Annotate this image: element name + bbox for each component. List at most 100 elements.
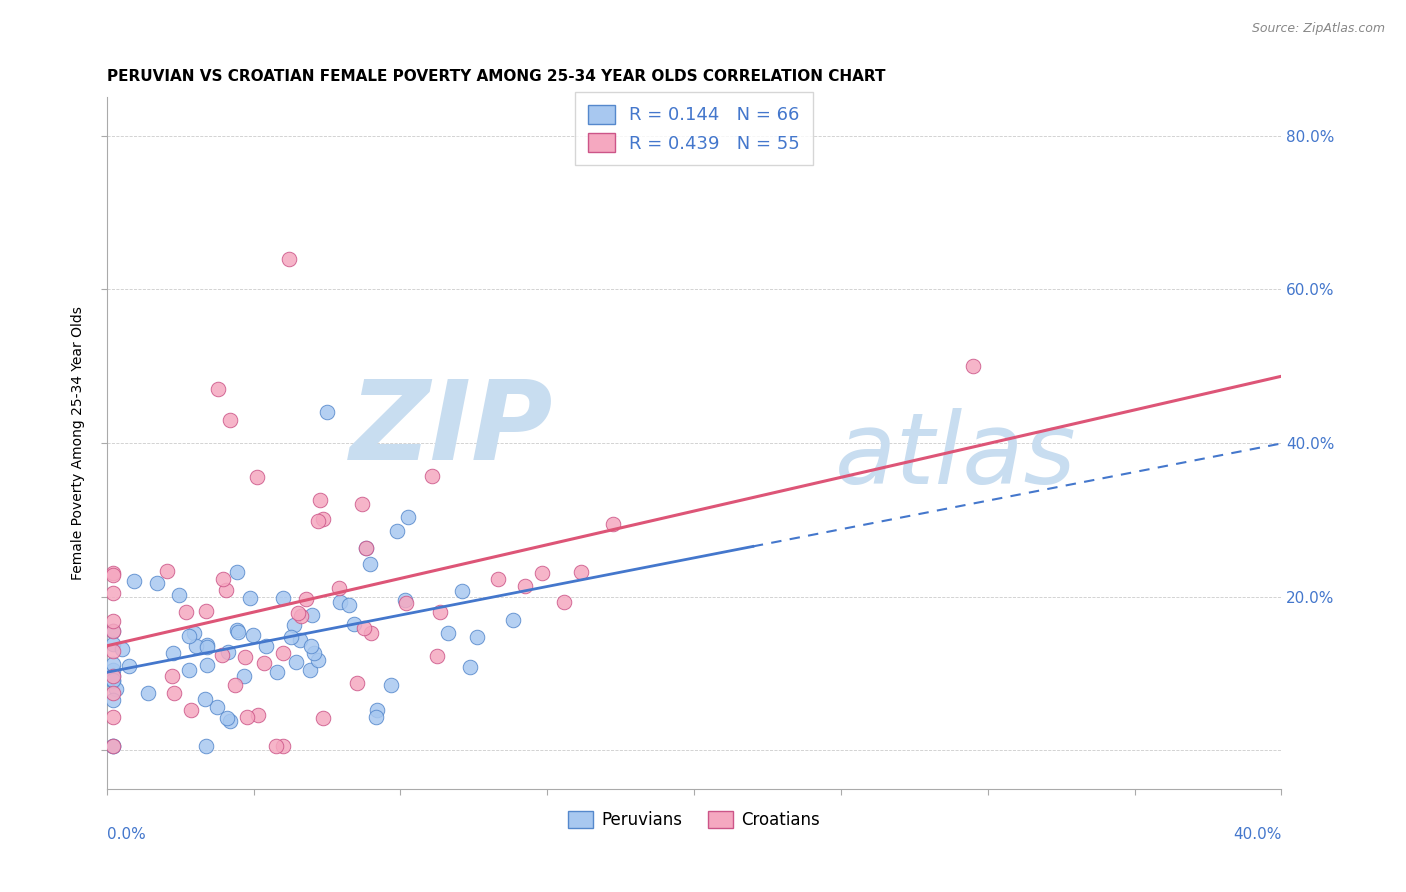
Point	[146, 576, 169, 591]
Point	[101, 643, 124, 657]
Point	[162, 669, 184, 683]
Point	[277, 252, 299, 266]
Point	[101, 739, 124, 754]
Point	[156, 565, 179, 579]
Point	[207, 700, 229, 714]
Point	[394, 593, 416, 607]
Point	[465, 630, 488, 644]
Point	[186, 639, 208, 653]
Point	[395, 596, 418, 610]
Point	[194, 691, 217, 706]
Point	[212, 572, 235, 586]
Point	[101, 674, 124, 689]
Point	[458, 660, 481, 674]
Point	[569, 565, 592, 579]
Point	[219, 413, 242, 427]
Point	[531, 566, 554, 580]
Legend: Peruvians, Croatians: Peruvians, Croatians	[562, 804, 827, 836]
Point	[294, 592, 316, 607]
Point	[396, 510, 419, 524]
Point	[177, 663, 200, 677]
Point	[356, 541, 378, 555]
Point	[337, 598, 360, 612]
Point	[353, 621, 375, 635]
Point	[194, 604, 217, 618]
Point	[162, 646, 184, 660]
Point	[307, 653, 329, 667]
Point	[101, 669, 124, 683]
Point	[280, 630, 302, 644]
Point	[429, 605, 451, 619]
Point	[360, 626, 382, 640]
Point	[346, 675, 368, 690]
Point	[962, 359, 984, 373]
Point	[211, 648, 233, 662]
Point	[451, 583, 474, 598]
Point	[101, 566, 124, 580]
Point	[228, 624, 250, 639]
Point	[226, 565, 249, 579]
Point	[426, 648, 449, 663]
Point	[486, 572, 509, 586]
Point	[271, 591, 294, 605]
Point	[101, 624, 124, 639]
Point	[553, 595, 575, 609]
Point	[312, 512, 335, 526]
Point	[174, 605, 197, 619]
Point	[101, 739, 124, 754]
Point	[350, 497, 373, 511]
Text: 40.0%: 40.0%	[1233, 827, 1281, 841]
Point	[354, 541, 377, 555]
Point	[195, 657, 218, 672]
Point	[207, 382, 229, 396]
Text: PERUVIAN VS CROATIAN FEMALE POVERTY AMONG 25-34 YEAR OLDS CORRELATION CHART: PERUVIAN VS CROATIAN FEMALE POVERTY AMON…	[107, 69, 886, 84]
Point	[177, 629, 200, 643]
Point	[309, 493, 332, 508]
Point	[215, 582, 238, 597]
Point	[364, 710, 387, 724]
Point	[385, 524, 408, 538]
Point	[366, 703, 388, 717]
Point	[167, 588, 190, 602]
Point	[233, 649, 256, 664]
Point	[301, 608, 323, 623]
Text: ZIP: ZIP	[350, 376, 553, 483]
Point	[195, 639, 218, 653]
Point	[515, 579, 537, 593]
Point	[256, 640, 278, 654]
Text: 0.0%: 0.0%	[107, 827, 145, 841]
Point	[101, 686, 124, 700]
Point	[380, 678, 402, 692]
Point	[502, 613, 524, 627]
Point	[290, 633, 312, 648]
Point	[242, 627, 264, 641]
Point	[302, 647, 325, 661]
Point	[602, 517, 624, 532]
Point	[101, 663, 124, 677]
Point	[180, 703, 202, 717]
Point	[422, 468, 444, 483]
Point	[101, 586, 124, 600]
Point	[245, 470, 267, 484]
Point	[101, 624, 124, 638]
Point	[101, 614, 124, 628]
Point	[252, 657, 274, 671]
Point	[290, 608, 312, 623]
Point	[197, 640, 219, 654]
Point	[271, 646, 294, 660]
Point	[316, 405, 339, 419]
Point	[343, 616, 366, 631]
Point	[224, 678, 246, 692]
Point	[217, 711, 239, 725]
Point	[218, 714, 240, 728]
Point	[287, 606, 309, 620]
Point	[307, 514, 329, 528]
Point	[101, 710, 124, 724]
Point	[266, 665, 288, 679]
Point	[226, 624, 249, 638]
Point	[311, 711, 333, 725]
Point	[117, 658, 139, 673]
Point	[101, 693, 124, 707]
Point	[328, 582, 350, 596]
Point	[136, 686, 159, 700]
